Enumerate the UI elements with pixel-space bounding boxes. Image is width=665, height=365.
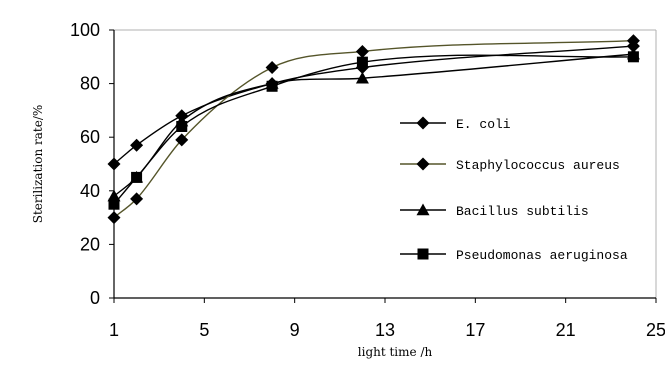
data-point xyxy=(266,80,278,92)
data-point xyxy=(107,211,121,225)
data-point xyxy=(108,198,120,210)
y-tick-label: 100 xyxy=(70,20,100,40)
legend: E. coli Staphylococcus aureus Bacillus sub… xyxy=(400,116,628,263)
legend-marker xyxy=(416,116,430,130)
data-point xyxy=(355,44,369,58)
x-tick-label: 21 xyxy=(556,320,576,340)
data-point xyxy=(130,138,144,152)
series-layer xyxy=(107,34,640,225)
plot-frame xyxy=(114,29,657,298)
x-axis-label: light time /h xyxy=(358,345,433,359)
legend-item: Bacillus subtilis xyxy=(400,203,589,219)
data-point xyxy=(356,56,368,68)
legend-item: Staphylococcus aureus xyxy=(400,157,620,173)
series-0 xyxy=(107,39,640,171)
y-tick-label: 60 xyxy=(80,127,100,147)
data-point xyxy=(265,61,279,75)
legend-label: E. coli xyxy=(456,117,511,132)
y-tick-label: 0 xyxy=(90,288,100,308)
data-point xyxy=(176,120,188,132)
series-line xyxy=(113,53,634,197)
data-point xyxy=(175,133,189,147)
x-tick-label: 1 xyxy=(109,320,119,340)
legend-item: E. coli xyxy=(400,116,511,132)
x-tick-label: 25 xyxy=(646,320,665,340)
series-3 xyxy=(108,51,639,210)
series-1 xyxy=(107,34,640,225)
data-point xyxy=(131,171,143,183)
data-point xyxy=(107,157,121,171)
x-tick-label: 17 xyxy=(465,320,485,340)
legend-label: Staphylococcus aureus xyxy=(456,158,620,173)
series-line xyxy=(113,45,634,165)
legend-marker xyxy=(416,157,430,171)
y-tick-label: 20 xyxy=(80,234,100,254)
y-tick-label: 40 xyxy=(80,181,100,201)
x-tick-label: 13 xyxy=(375,320,395,340)
data-point xyxy=(107,189,121,202)
series-2 xyxy=(107,47,640,202)
legend-label: Pseudomonas aeruginosa xyxy=(456,248,628,263)
axes: 0 20 40 60 80 100 1 5 9 13 17 21 25 xyxy=(70,20,665,340)
data-point xyxy=(627,51,639,63)
legend-label: Bacillus subtilis xyxy=(456,204,589,219)
legend-item: Pseudomonas aeruginosa xyxy=(400,248,628,263)
data-point xyxy=(355,71,369,84)
y-axis-label: Sterilization rate/% xyxy=(31,105,45,224)
legend-marker xyxy=(416,203,430,216)
series-line xyxy=(113,40,634,219)
data-point xyxy=(626,34,640,48)
y-tick-label: 80 xyxy=(80,74,100,94)
data-point xyxy=(130,192,144,206)
x-tick-label: 5 xyxy=(199,320,209,340)
legend-marker xyxy=(417,248,429,260)
x-tick-label: 9 xyxy=(290,320,300,340)
